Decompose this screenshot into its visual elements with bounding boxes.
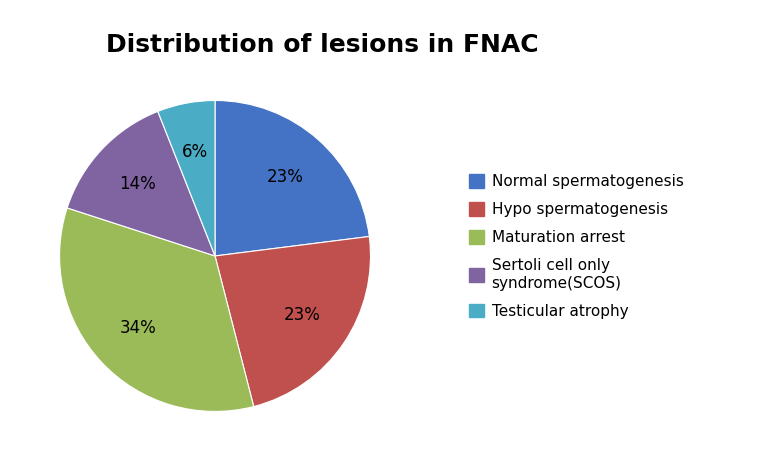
Text: 14%: 14% xyxy=(120,174,157,192)
Text: 6%: 6% xyxy=(182,143,208,161)
Text: Distribution of lesions in FNAC: Distribution of lesions in FNAC xyxy=(106,33,539,57)
Text: 34%: 34% xyxy=(120,319,157,337)
Text: 23%: 23% xyxy=(266,168,303,186)
Wedge shape xyxy=(67,111,215,256)
Text: 23%: 23% xyxy=(284,306,321,324)
Wedge shape xyxy=(215,237,370,407)
Legend: Normal spermatogenesis, Hypo spermatogenesis, Maturation arrest, Sertoli cell on: Normal spermatogenesis, Hypo spermatogen… xyxy=(468,174,684,319)
Wedge shape xyxy=(215,100,369,256)
Wedge shape xyxy=(60,208,253,411)
Wedge shape xyxy=(157,100,215,256)
